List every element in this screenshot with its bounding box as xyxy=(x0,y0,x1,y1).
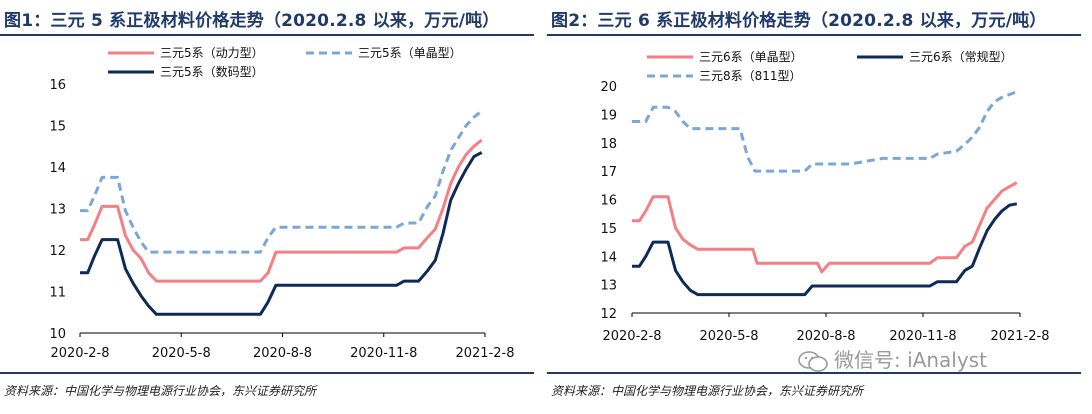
wechat-watermark: 微信号: iAnalyst xyxy=(798,344,987,373)
figure-1-top-rule xyxy=(0,34,534,36)
series-line-3 xyxy=(80,151,483,316)
legend-label-2: 三元5系（单晶型） xyxy=(358,46,462,60)
figure-2-title: 图2：三元 6 系正极材料价格走势（2020.2.8 以来，万元/吨） xyxy=(551,11,1047,31)
figure-2-panel: 图2：三元 6 系正极材料价格走势（2020.2.8 以来，万元/吨） 12 13… xyxy=(547,0,1081,414)
figure-1-chart: 10 11 12 13 14 15 16 2020-2-8 2020-5-8 2020-8-8 20… xyxy=(49,46,514,361)
y-tick-label: 14 xyxy=(600,250,617,265)
figure-2-chart: 12 13 14 15 16 17 18 19 20 2020-2-8 2020-5-8 2020-8… xyxy=(600,49,1049,344)
series-line-2 xyxy=(80,109,483,254)
x-tick-label: 2021-2-8 xyxy=(455,346,514,361)
x-tick-label: 2020-8-8 xyxy=(796,329,855,344)
y-tick-label: 16 xyxy=(49,78,66,93)
figure-1-bottom-rule xyxy=(0,372,534,374)
y-tick-label: 16 xyxy=(600,194,617,209)
y-tick-label: 12 xyxy=(49,244,66,259)
x-tick-label: 2021-2-8 xyxy=(990,329,1049,344)
legend-label-1: 三元5系（动力型） xyxy=(160,46,264,60)
y-tick-label: 18 xyxy=(600,137,617,152)
y-tick-label: 15 xyxy=(49,120,66,135)
series-line-2 xyxy=(632,202,1018,297)
x-tick-label: 2020-8-8 xyxy=(253,346,312,361)
figure-1-source: 资料来源：中国化学与物理电源行业协会，东兴证券研究所 xyxy=(4,384,317,398)
x-tick-label: 2020-5-8 xyxy=(699,329,758,344)
x-tick-label: 2020-11-8 xyxy=(889,329,956,344)
y-tick-label: 11 xyxy=(49,286,66,301)
y-tick-label: 13 xyxy=(600,279,617,294)
x-tick-label: 2020-5-8 xyxy=(152,346,211,361)
series-line-1 xyxy=(80,138,483,283)
legend-label-3: 三元8系（811型） xyxy=(699,69,802,83)
figure-2-top-rule xyxy=(547,34,1081,36)
y-tick-label: 14 xyxy=(49,161,66,176)
x-tick-label: 2020-2-8 xyxy=(602,329,661,344)
y-tick-label: 20 xyxy=(600,80,617,95)
y-tick-label: 10 xyxy=(49,327,66,342)
series-line-3 xyxy=(632,90,1018,173)
y-tick-label: 13 xyxy=(49,203,66,218)
figure-1-panel: 图1：三元 5 系正极材料价格走势（2020.2.8 以来，万元/吨） 10 11… xyxy=(0,0,534,414)
x-tick-label: 2020-2-8 xyxy=(50,346,109,361)
wechat-icon xyxy=(798,350,828,372)
legend-label-1: 三元6系（单晶型） xyxy=(699,50,803,64)
series-line-1 xyxy=(632,181,1018,274)
y-tick-label: 12 xyxy=(600,307,617,322)
legend-label-2: 三元6系（常规型） xyxy=(909,49,1013,64)
y-tick-label: 17 xyxy=(600,165,617,180)
figure-2-bottom-rule xyxy=(547,372,1081,374)
y-tick-label: 15 xyxy=(600,222,617,237)
x-tick-label: 2020-11-8 xyxy=(350,346,417,361)
figure-1-title: 图1：三元 5 系正极材料价格走势（2020.2.8 以来，万元/吨） xyxy=(4,11,500,31)
legend-label-3: 三元5系（数码型） xyxy=(160,64,264,79)
figure-2-source: 资料来源：中国化学与物理电源行业协会，东兴证券研究所 xyxy=(551,384,864,398)
y-tick-label: 19 xyxy=(600,108,617,123)
watermark-text: 微信号: iAnalyst xyxy=(834,348,987,372)
